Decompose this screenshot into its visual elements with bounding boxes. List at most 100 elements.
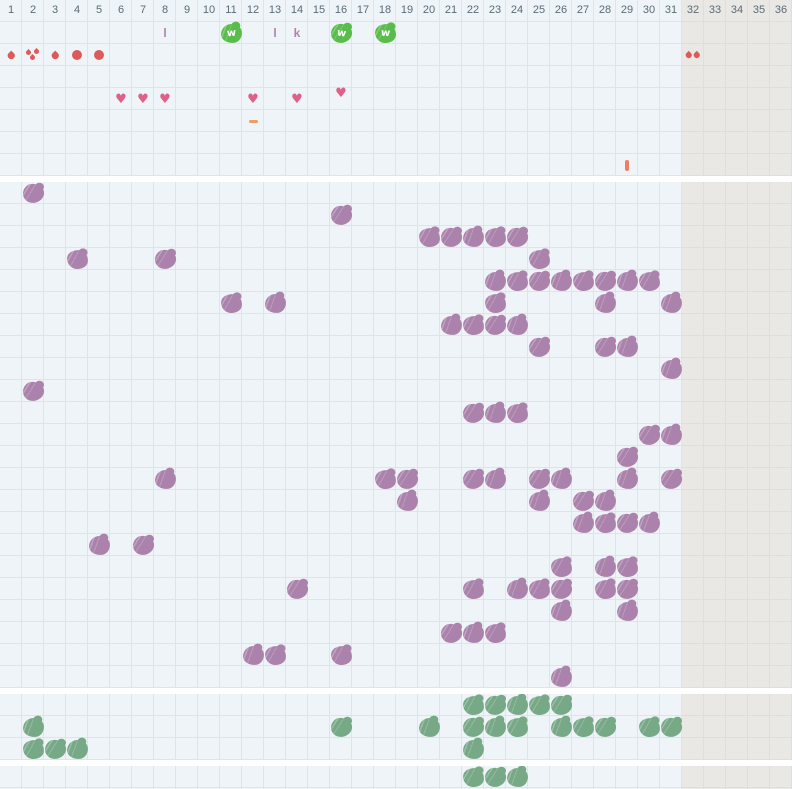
day-cell[interactable]: [483, 468, 507, 490]
day-cell[interactable]: [461, 578, 485, 600]
day-cell[interactable]: [505, 226, 529, 248]
day-cell[interactable]: [593, 270, 617, 292]
day-cell[interactable]: [395, 468, 419, 490]
day-cell[interactable]: ♥: [330, 82, 352, 104]
day-cell[interactable]: [241, 644, 265, 666]
day-cell[interactable]: [395, 490, 419, 512]
day-cell[interactable]: [483, 270, 507, 292]
day-cell[interactable]: [65, 248, 89, 270]
day-cell[interactable]: [527, 468, 551, 490]
day-cell[interactable]: [417, 226, 441, 248]
day-cell[interactable]: [571, 490, 595, 512]
day-cell[interactable]: ♥: [286, 88, 308, 110]
day-cell[interactable]: [593, 490, 617, 512]
day-cell[interactable]: [615, 600, 639, 622]
day-cell[interactable]: [593, 512, 617, 534]
day-cell[interactable]: [461, 766, 485, 788]
day-cell[interactable]: [461, 716, 485, 738]
day-cell[interactable]: [44, 44, 66, 66]
day-cell[interactable]: [549, 716, 573, 738]
day-cell[interactable]: w: [219, 22, 243, 44]
day-cell[interactable]: [461, 402, 485, 424]
day-cell[interactable]: l: [264, 22, 286, 44]
day-cell[interactable]: [549, 694, 573, 716]
day-cell[interactable]: [637, 716, 661, 738]
day-cell[interactable]: [373, 468, 397, 490]
day-cell[interactable]: [219, 292, 243, 314]
day-cell[interactable]: [593, 292, 617, 314]
day-cell[interactable]: [659, 358, 683, 380]
day-cell[interactable]: [21, 716, 45, 738]
day-cell[interactable]: [549, 578, 573, 600]
day-cell[interactable]: [483, 402, 507, 424]
day-cell[interactable]: [616, 154, 638, 176]
day-cell[interactable]: [659, 716, 683, 738]
day-cell[interactable]: [461, 622, 485, 644]
day-cell[interactable]: [593, 716, 617, 738]
day-cell[interactable]: [593, 336, 617, 358]
day-cell[interactable]: [22, 44, 44, 66]
day-cell[interactable]: [483, 622, 507, 644]
day-cell[interactable]: [483, 226, 507, 248]
day-cell[interactable]: [615, 446, 639, 468]
day-cell[interactable]: [682, 44, 704, 66]
day-cell[interactable]: k: [286, 22, 308, 44]
day-cell[interactable]: ♥: [110, 88, 132, 110]
day-cell[interactable]: [593, 578, 617, 600]
day-cell[interactable]: [483, 314, 507, 336]
day-cell[interactable]: [483, 694, 507, 716]
day-cell[interactable]: w: [373, 22, 397, 44]
day-cell[interactable]: [285, 578, 309, 600]
day-cell[interactable]: [329, 644, 353, 666]
day-cell[interactable]: [659, 292, 683, 314]
day-cell[interactable]: [439, 226, 463, 248]
day-cell[interactable]: [571, 716, 595, 738]
day-cell[interactable]: [461, 314, 485, 336]
day-cell[interactable]: [593, 556, 617, 578]
day-cell[interactable]: [21, 182, 45, 204]
day-cell[interactable]: [615, 468, 639, 490]
day-cell[interactable]: [549, 666, 573, 688]
day-cell[interactable]: [549, 468, 573, 490]
day-cell[interactable]: [615, 578, 639, 600]
day-cell[interactable]: [505, 578, 529, 600]
day-cell[interactable]: [659, 424, 683, 446]
day-cell[interactable]: [615, 512, 639, 534]
day-cell[interactable]: [0, 44, 22, 66]
day-cell[interactable]: [659, 468, 683, 490]
day-cell[interactable]: [549, 270, 573, 292]
day-cell[interactable]: ♥: [242, 88, 264, 110]
day-cell[interactable]: [527, 490, 551, 512]
day-cell[interactable]: [505, 270, 529, 292]
day-cell[interactable]: [527, 694, 551, 716]
day-cell[interactable]: [527, 578, 551, 600]
day-cell[interactable]: [527, 248, 551, 270]
day-cell[interactable]: [637, 270, 661, 292]
day-cell[interactable]: [483, 716, 507, 738]
day-cell[interactable]: [505, 694, 529, 716]
day-cell[interactable]: [263, 644, 287, 666]
day-cell[interactable]: [263, 292, 287, 314]
day-cell[interactable]: ♥: [132, 88, 154, 110]
day-cell[interactable]: [131, 534, 155, 556]
day-cell[interactable]: [527, 336, 551, 358]
day-cell[interactable]: [461, 738, 485, 760]
day-cell[interactable]: [43, 738, 67, 760]
day-cell[interactable]: [571, 512, 595, 534]
day-cell[interactable]: w: [329, 22, 353, 44]
day-cell[interactable]: [549, 556, 573, 578]
day-cell[interactable]: [615, 336, 639, 358]
day-cell[interactable]: [549, 600, 573, 622]
day-cell[interactable]: [637, 512, 661, 534]
day-cell[interactable]: [637, 424, 661, 446]
day-cell[interactable]: [88, 44, 110, 66]
day-cell[interactable]: [527, 270, 551, 292]
day-cell[interactable]: [65, 738, 89, 760]
day-cell[interactable]: [461, 694, 485, 716]
day-cell[interactable]: [615, 556, 639, 578]
day-cell[interactable]: ♥: [154, 88, 176, 110]
day-cell[interactable]: [329, 716, 353, 738]
day-cell[interactable]: [87, 534, 111, 556]
day-cell[interactable]: [461, 226, 485, 248]
day-cell[interactable]: [483, 292, 507, 314]
